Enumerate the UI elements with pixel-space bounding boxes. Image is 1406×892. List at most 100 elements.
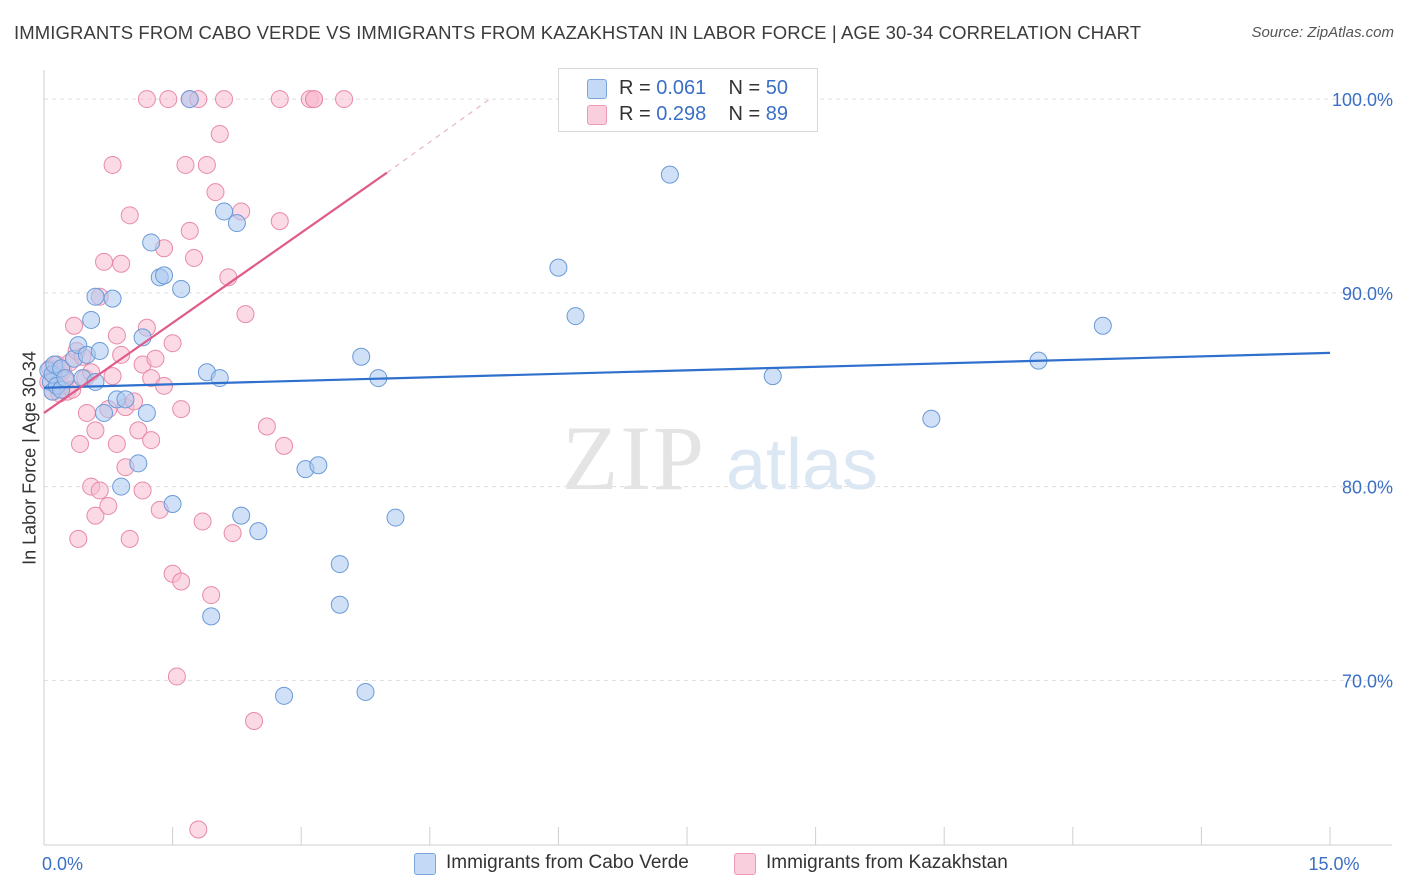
kazakhstan-point bbox=[95, 252, 114, 271]
kazakhstan-point bbox=[189, 820, 208, 839]
cabo-verde-point bbox=[129, 454, 148, 473]
kazakhstan-point bbox=[71, 434, 90, 453]
cabo-verde-point bbox=[330, 555, 349, 574]
bottom-legend-swatch-blue bbox=[414, 853, 436, 875]
kazakhstan-point bbox=[245, 712, 264, 730]
kazakhstan-point bbox=[257, 417, 276, 436]
kazakhstan-point bbox=[210, 124, 229, 143]
legend-n-label: N = bbox=[728, 103, 761, 125]
x-tick-label: 15.0% bbox=[1308, 854, 1359, 874]
cabo-verde-point bbox=[330, 595, 349, 614]
kazakhstan-point bbox=[159, 90, 178, 109]
kazakhstan-point bbox=[176, 155, 195, 174]
y-tick-label: 90.0% bbox=[1342, 284, 1393, 304]
cabo-verde-point bbox=[202, 607, 221, 626]
kazakhstan-point bbox=[90, 481, 109, 500]
tick-labels: 100.0% 90.0% 80.0% 70.0% 0.0% 15.0% bbox=[42, 90, 1393, 874]
kazakhstan-point bbox=[77, 403, 96, 422]
y-axis-label: In Labor Force | Age 30-34 bbox=[19, 351, 40, 565]
kazakhstan-point bbox=[155, 376, 174, 395]
cabo-verde-point bbox=[1093, 316, 1112, 335]
kazakhstan-point bbox=[112, 254, 131, 273]
correlation-legend: R = 0.061 N = 50 R = 0.298 N = 89 bbox=[558, 68, 818, 132]
kazakhstan-point bbox=[103, 367, 122, 386]
kazakhstan-point bbox=[133, 481, 152, 500]
cabo-verde-point bbox=[155, 266, 174, 285]
kazakhstan-point bbox=[137, 90, 156, 109]
kazakhstan-point bbox=[180, 221, 199, 240]
cabo-verde-point bbox=[352, 347, 371, 366]
cabo-verde-point bbox=[249, 522, 268, 541]
x-tick-label: 0.0% bbox=[42, 854, 83, 874]
cabo-verde-point bbox=[356, 682, 375, 701]
bottom-legend-label: Immigrants from Cabo Verde bbox=[446, 852, 689, 873]
watermark-atlas: atlas bbox=[726, 425, 878, 505]
grid-lines bbox=[44, 98, 1392, 681]
kazakhstan-point bbox=[172, 400, 191, 419]
kazakhstan-point bbox=[86, 421, 105, 440]
cabo-verde-point bbox=[142, 233, 161, 252]
cabo-verde-point bbox=[103, 289, 122, 308]
kazakhstan-point bbox=[206, 183, 225, 202]
cabo-verde-point bbox=[386, 508, 405, 527]
kazakhstan-point bbox=[202, 586, 221, 605]
kazakhstan-point bbox=[112, 345, 131, 364]
kazakhstan-trend-line bbox=[43, 171, 388, 414]
kazakhstan-point bbox=[120, 206, 139, 225]
cabo-verde-point bbox=[180, 90, 199, 109]
kazakhstan-point bbox=[146, 349, 165, 368]
cabo-verde-point bbox=[227, 214, 246, 233]
kazakhstan-point bbox=[107, 326, 126, 345]
y-tick-label: 70.0% bbox=[1342, 671, 1393, 691]
cabo-verde-point bbox=[215, 202, 234, 221]
bottom-legend-label: Immigrants from Kazakhstan bbox=[766, 852, 1008, 873]
kazakhstan-point bbox=[270, 212, 289, 231]
kazakhstan-point bbox=[275, 436, 294, 455]
cabo-verde-point bbox=[549, 258, 568, 277]
watermark: ZIP atlas bbox=[562, 407, 878, 509]
cabo-verde-point bbox=[112, 477, 131, 496]
legend-swatch-blue bbox=[587, 79, 607, 99]
cabo-verde-point bbox=[922, 409, 941, 428]
kazakhstan-point bbox=[172, 572, 191, 591]
legend-n-value: 89 bbox=[765, 103, 789, 125]
kazakhstan-point bbox=[163, 334, 182, 353]
cabo-verde-point bbox=[232, 506, 251, 525]
legend-n-label: N = bbox=[728, 77, 761, 99]
kazakhstan-point bbox=[167, 667, 186, 686]
kazakhstan-point bbox=[69, 529, 88, 548]
cabo-verde-trend-line bbox=[43, 351, 1331, 389]
cabo-verde-point bbox=[95, 403, 114, 422]
cabo-verde-point bbox=[82, 310, 101, 329]
chart-title: IMMIGRANTS FROM CABO VERDE VS IMMIGRANTS… bbox=[14, 22, 1142, 43]
cabo-verde-point bbox=[86, 287, 105, 306]
kazakhstan-point bbox=[335, 90, 354, 109]
cabo-verde-point bbox=[56, 369, 75, 388]
kazakhstan-point bbox=[236, 305, 255, 324]
bottom-legend-swatch-pink bbox=[734, 853, 756, 875]
cabo-verde-point bbox=[90, 341, 109, 360]
legend-swatch-pink bbox=[587, 105, 607, 125]
legend-r-value: 0.061 bbox=[656, 77, 707, 99]
series-cabo-verde-points bbox=[39, 90, 1112, 705]
cabo-verde-point bbox=[763, 367, 782, 386]
cabo-verde-point bbox=[660, 165, 679, 184]
kazakhstan-point bbox=[86, 506, 105, 525]
y-tick-label: 100.0% bbox=[1332, 90, 1393, 110]
legend-r-label: R = bbox=[619, 77, 651, 99]
kazakhstan-point bbox=[270, 90, 289, 109]
axes bbox=[43, 70, 1392, 846]
cabo-verde-point bbox=[309, 456, 328, 475]
trend-lines bbox=[43, 98, 1331, 414]
kazakhstan-point bbox=[129, 421, 148, 440]
cabo-verde-point bbox=[116, 390, 135, 409]
kazakhstan-point bbox=[193, 512, 212, 531]
cabo-verde-point bbox=[163, 495, 182, 513]
legend-n-value: 50 bbox=[765, 77, 789, 99]
kazakhstan-point bbox=[197, 155, 216, 174]
cabo-verde-point bbox=[275, 686, 294, 705]
source-credit: Source: ZipAtlas.com bbox=[1251, 24, 1394, 41]
kazakhstan-trend-extension bbox=[386, 98, 491, 174]
kazakhstan-point bbox=[142, 431, 161, 450]
